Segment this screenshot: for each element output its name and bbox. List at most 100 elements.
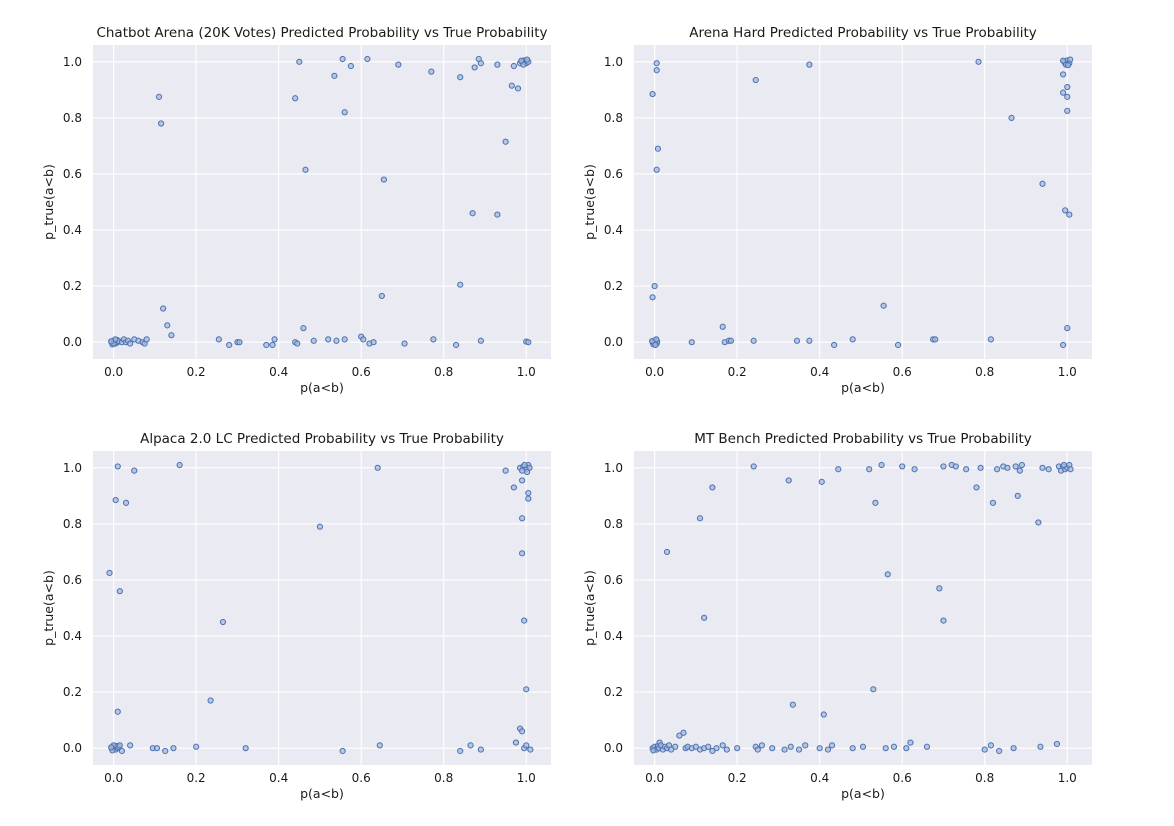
data-point <box>523 56 531 63</box>
plot-area <box>93 451 551 765</box>
x-tick-label: 0.0 <box>104 771 123 785</box>
data-point <box>1067 466 1074 473</box>
chart-panel: 0.0 0.0 0.2 0.2 0.4 0.4 0.6 0.6 0.8 0.8 1.0 1.0 Aren… <box>582 25 1092 395</box>
data-point <box>975 58 982 65</box>
y-tick-label: 0.2 <box>604 279 623 293</box>
data-point <box>502 138 509 145</box>
data-point <box>519 477 526 484</box>
data-point <box>302 166 309 173</box>
data-point <box>112 496 119 504</box>
data-point <box>692 743 699 750</box>
y-tick-label: 0.2 <box>63 279 82 293</box>
x-tick-label: 1.0 <box>1058 365 1077 379</box>
data-point <box>880 302 887 309</box>
data-point <box>663 548 671 556</box>
x-tick-label: 0.2 <box>187 365 206 379</box>
y-tick-label: 0.4 <box>604 223 623 237</box>
data-point <box>341 336 348 343</box>
y-tick-label: 0.0 <box>63 335 82 349</box>
data-point <box>374 464 381 471</box>
data-point <box>1018 461 1025 469</box>
data-point <box>1060 461 1068 469</box>
y-tick-label: 0.4 <box>604 629 623 643</box>
data-point <box>828 742 836 749</box>
data-point <box>668 746 675 753</box>
data-point <box>758 742 766 749</box>
data-point <box>680 729 687 736</box>
data-point <box>469 210 476 217</box>
chart-panel: 0.0 0.0 0.2 0.2 0.4 0.4 0.6 0.6 0.8 0.8 1.0 1.0 Alpa… <box>41 431 551 801</box>
data-point <box>769 745 776 752</box>
data-point <box>1039 180 1046 187</box>
data-point <box>882 745 889 752</box>
x-tick-label: 0.8 <box>975 365 994 379</box>
data-point <box>890 743 898 750</box>
x-axis-label: p(a<b) <box>300 380 344 395</box>
chart-title: Arena Hard Predicted Probability vs True… <box>689 25 1036 41</box>
y-tick-label: 0.2 <box>604 685 623 699</box>
data-point <box>1060 341 1067 349</box>
data-point <box>727 337 735 344</box>
data-point <box>127 742 134 749</box>
data-point <box>932 336 939 343</box>
data-point <box>494 211 501 218</box>
data-point <box>1060 71 1067 78</box>
data-point <box>271 336 278 343</box>
data-point <box>527 746 534 753</box>
data-point <box>835 466 842 473</box>
data-point <box>193 743 200 750</box>
y-tick-label: 0.8 <box>604 111 623 125</box>
data-point <box>734 745 741 752</box>
data-point <box>518 57 525 64</box>
data-point <box>510 62 517 70</box>
x-tick-label: 0.8 <box>434 771 453 785</box>
data-point <box>973 484 980 491</box>
x-tick-label: 0.6 <box>352 771 371 785</box>
data-point <box>989 499 997 506</box>
data-point <box>1064 93 1071 100</box>
data-point <box>263 341 270 349</box>
data-point <box>816 745 823 752</box>
data-point <box>1004 464 1011 471</box>
data-point <box>108 744 115 751</box>
y-tick-label: 0.8 <box>63 111 82 125</box>
data-point <box>347 62 354 70</box>
data-point <box>806 337 813 344</box>
y-axis-label: p_true(a<b) <box>41 570 56 646</box>
y-tick-label: 0.0 <box>63 741 82 755</box>
data-point <box>114 708 121 715</box>
data-point <box>300 325 307 332</box>
data-point <box>940 463 947 470</box>
plot-area <box>93 45 551 359</box>
x-tick-label: 0.2 <box>728 365 747 379</box>
data-point <box>519 515 526 522</box>
data-point <box>963 466 970 473</box>
data-point <box>723 746 730 753</box>
data-point <box>316 523 324 530</box>
data-point <box>521 617 528 624</box>
data-point <box>911 466 918 473</box>
data-point <box>719 323 726 330</box>
data-point <box>903 745 910 752</box>
data-point <box>108 338 115 345</box>
x-tick-label: 0.6 <box>893 771 912 785</box>
data-point <box>719 742 726 749</box>
data-point <box>215 336 222 343</box>
data-point <box>219 618 227 626</box>
data-point <box>789 701 796 708</box>
data-point <box>1066 211 1073 218</box>
data-point <box>176 461 183 469</box>
x-tick-label: 1.0 <box>517 771 536 785</box>
chart-title: Alpaca 2.0 LC Predicted Probability vs T… <box>140 431 504 447</box>
data-point <box>378 292 385 300</box>
data-point <box>1008 114 1015 121</box>
x-axis-label: p(a<b) <box>841 786 885 801</box>
y-tick-label: 1.0 <box>604 55 623 69</box>
data-point <box>701 614 708 621</box>
data-point <box>750 337 757 344</box>
data-point <box>649 90 656 98</box>
data-point <box>430 336 437 343</box>
data-point <box>709 484 716 491</box>
data-point <box>824 746 832 753</box>
y-tick-label: 1.0 <box>63 461 82 475</box>
